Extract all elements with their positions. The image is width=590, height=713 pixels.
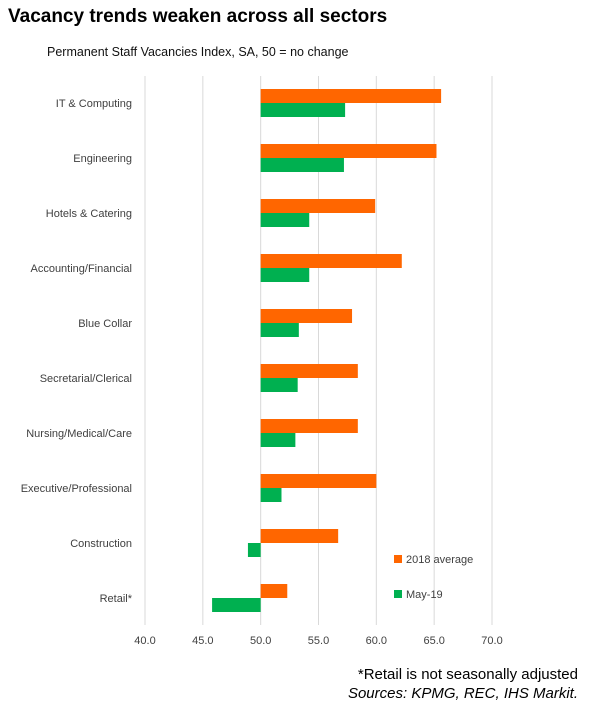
category-label: Hotels & Catering	[46, 208, 132, 220]
category-label: IT & Computing	[56, 98, 132, 110]
bar-2018-average	[260, 419, 358, 433]
chart-title: Vacancy trends weaken across all sectors	[8, 6, 388, 27]
bar-2018-average	[260, 254, 402, 268]
bar-may-19	[260, 268, 310, 282]
category-label: Executive/Professional	[21, 483, 132, 495]
bars	[212, 89, 442, 612]
category-label: Construction	[70, 538, 132, 550]
category-labels: IT & Computing Engineering Hotels & Cateri…	[21, 98, 133, 605]
legend-label: May-19	[406, 589, 443, 601]
category-label: Nursing/Medical/Care	[26, 428, 132, 440]
bar-may-19	[247, 543, 261, 557]
bar-2018-average	[260, 89, 442, 103]
footnote-note: *Retail is not seasonally adjusted	[357, 666, 578, 683]
category-label: Accounting/Financial	[30, 263, 132, 275]
bar-2018-average	[260, 309, 353, 323]
bar-2018-average	[260, 474, 377, 488]
bar-may-19	[260, 378, 298, 392]
category-label: Secretarial/Clerical	[40, 373, 132, 385]
bar-may-19	[260, 103, 346, 117]
x-tick-label: 60.0	[366, 635, 387, 647]
footnote: *Retail is not seasonally adjusted Sourc…	[348, 665, 578, 703]
bar-may-19	[260, 213, 310, 227]
x-tick-label: 50.0	[250, 635, 271, 647]
category-label: Retail*	[100, 593, 133, 605]
x-tick-label: 65.0	[423, 635, 444, 647]
x-tick-label: 40.0	[134, 635, 155, 647]
bar-may-19	[212, 598, 261, 612]
category-label: Blue Collar	[78, 318, 132, 330]
legend-swatch	[394, 555, 402, 563]
bar-2018-average	[260, 529, 339, 543]
bar-2018-average	[260, 364, 358, 378]
bar-may-19	[260, 488, 282, 502]
bar-may-19	[260, 158, 344, 172]
bar-may-19	[260, 323, 299, 337]
legend: 2018 average May-19	[394, 554, 473, 601]
bar-may-19	[260, 433, 296, 447]
x-tick-labels: 40.0 45.0 50.0 55.0 60.0 65.0 70.0	[134, 635, 502, 647]
x-tick-label: 45.0	[192, 635, 213, 647]
footnote-sources: Sources: KPMG, REC, IHS Markit.	[347, 685, 578, 702]
legend-swatch	[394, 590, 402, 598]
chart-subtitle: Permanent Staff Vacancies Index, SA, 50 …	[47, 45, 349, 59]
bar-2018-average	[260, 584, 288, 598]
x-tick-label: 70.0	[481, 635, 502, 647]
x-tick-label: 55.0	[308, 635, 329, 647]
legend-label: 2018 average	[406, 554, 473, 566]
bar-2018-average	[260, 144, 437, 158]
category-label: Engineering	[73, 153, 132, 165]
bar-2018-average	[260, 199, 376, 213]
